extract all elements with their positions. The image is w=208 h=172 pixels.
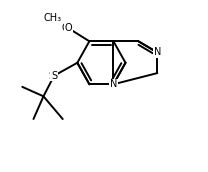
Text: O: O [61, 23, 69, 33]
Text: S: S [51, 71, 57, 81]
Text: O: O [65, 23, 73, 33]
Text: CH₃: CH₃ [43, 13, 61, 23]
Text: N: N [154, 47, 161, 57]
Text: N: N [110, 79, 117, 89]
Text: S: S [48, 71, 54, 81]
